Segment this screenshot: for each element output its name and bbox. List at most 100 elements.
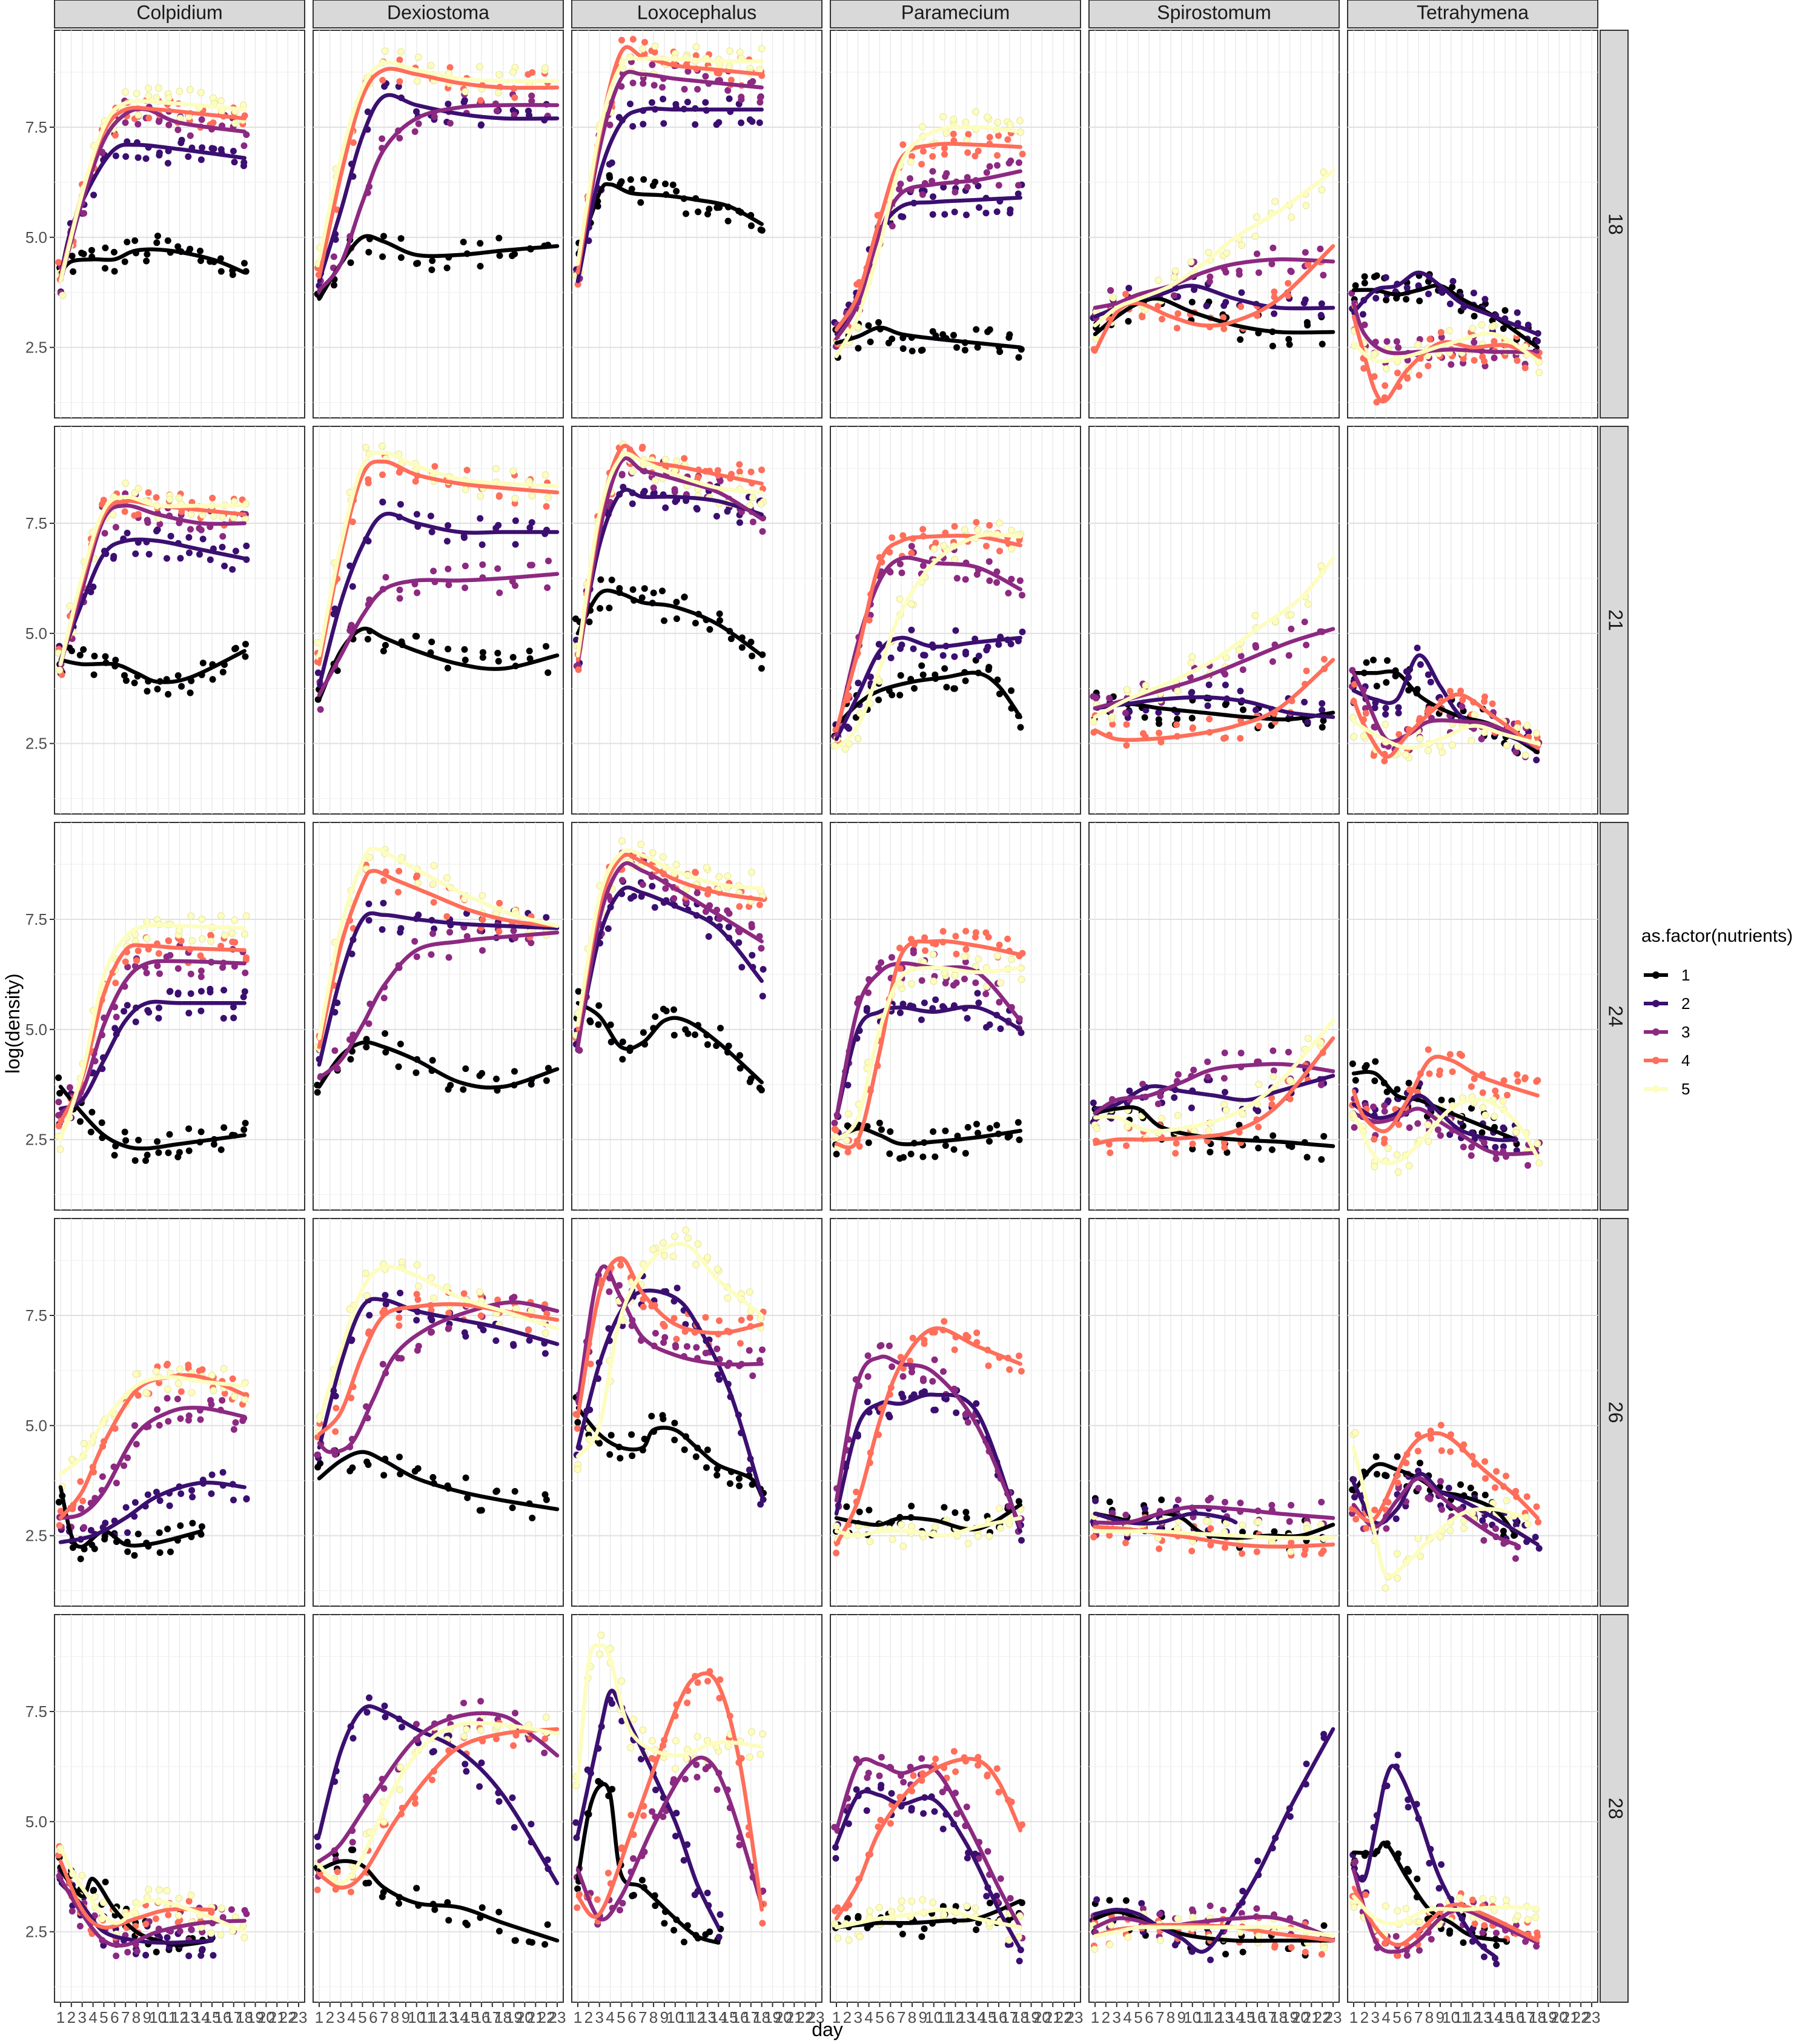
data-point — [681, 1446, 688, 1454]
data-point — [166, 1131, 173, 1138]
data-point — [153, 528, 160, 535]
data-point — [1446, 1051, 1454, 1058]
panel-spirostomum-26 — [1088, 1218, 1340, 1607]
data-point — [1373, 683, 1380, 690]
data-point — [174, 1380, 182, 1387]
data-point — [889, 1363, 896, 1371]
data-point — [1468, 1152, 1475, 1159]
data-point — [1351, 1124, 1358, 1131]
panel-colpidium-24 — [54, 822, 305, 1211]
data-point — [1204, 1058, 1211, 1065]
data-point — [1239, 1550, 1246, 1557]
data-point — [1500, 1124, 1507, 1131]
data-point — [1174, 310, 1182, 317]
data-point — [134, 1530, 142, 1538]
data-point — [1406, 1124, 1413, 1131]
data-point — [59, 291, 67, 299]
data-point — [865, 1139, 872, 1146]
data-point — [619, 1056, 626, 1063]
data-point — [240, 101, 247, 109]
data-point — [187, 245, 194, 253]
data-point — [1158, 1114, 1166, 1122]
data-point — [428, 266, 435, 273]
data-point — [110, 248, 117, 256]
data-point — [133, 90, 141, 98]
data-point — [681, 455, 688, 462]
data-point — [414, 1347, 421, 1354]
data-point — [1222, 269, 1230, 276]
data-point — [229, 1375, 236, 1383]
data-point — [414, 260, 422, 267]
panel-loxocephalus-26 — [571, 1218, 822, 1607]
data-point — [693, 506, 701, 513]
data-point — [220, 1124, 228, 1131]
data-point — [875, 696, 882, 704]
data-point — [189, 1520, 196, 1527]
data-point — [121, 258, 128, 265]
data-point — [997, 979, 1005, 987]
data-point — [445, 1325, 452, 1332]
data-point — [694, 1240, 702, 1248]
data-point — [154, 1406, 161, 1413]
data-point — [1174, 687, 1182, 695]
data-point — [606, 160, 613, 168]
data-point — [511, 1068, 518, 1075]
data-point — [984, 328, 991, 336]
data-point — [174, 126, 182, 133]
data-point — [951, 1346, 958, 1354]
data-point — [757, 1501, 764, 1508]
data-point — [669, 181, 677, 188]
data-point — [493, 1487, 500, 1495]
data-point — [1471, 339, 1478, 346]
data-point — [1438, 749, 1446, 756]
data-point — [1302, 202, 1310, 210]
data-point — [649, 882, 656, 890]
series-line-nutrients-5 — [575, 56, 764, 266]
series-line-nutrients-3 — [58, 107, 247, 283]
data-point — [1488, 323, 1496, 331]
data-point — [429, 257, 436, 264]
data-point — [380, 994, 388, 1002]
data-point — [1206, 715, 1213, 723]
data-point — [430, 862, 438, 870]
data-point — [638, 445, 646, 452]
data-point — [1019, 150, 1026, 157]
data-point — [332, 1428, 339, 1435]
data-point — [1016, 577, 1024, 584]
data-point — [443, 264, 451, 271]
data-point — [652, 179, 658, 185]
data-point — [1238, 289, 1245, 296]
data-point — [1352, 1515, 1360, 1523]
data-point — [1437, 1132, 1444, 1139]
data-point — [683, 1343, 690, 1350]
data-point — [724, 508, 731, 515]
data-point — [1394, 1453, 1401, 1460]
data-point — [682, 1226, 690, 1234]
data-point — [1014, 1119, 1022, 1126]
data-point — [77, 1555, 84, 1563]
data-point — [494, 89, 502, 97]
data-point — [175, 927, 183, 934]
data-point — [919, 1153, 927, 1160]
data-point — [446, 120, 454, 127]
data-point — [649, 61, 656, 68]
data-point — [427, 512, 434, 520]
data-point — [445, 1086, 452, 1093]
data-point — [1449, 277, 1457, 285]
data-point — [704, 211, 711, 217]
data-point — [662, 504, 669, 511]
data-point — [930, 977, 938, 985]
data-point — [672, 101, 680, 108]
data-point — [597, 605, 604, 612]
data-point — [1285, 652, 1292, 659]
data-point — [962, 928, 970, 934]
data-point — [574, 281, 581, 288]
data-point — [1381, 1108, 1388, 1115]
data-point — [608, 577, 615, 584]
data-point — [177, 1522, 184, 1529]
data-point — [221, 931, 229, 939]
data-point — [659, 1239, 667, 1247]
data-point — [121, 1462, 128, 1469]
data-point — [1524, 322, 1532, 329]
data-point — [639, 881, 646, 888]
